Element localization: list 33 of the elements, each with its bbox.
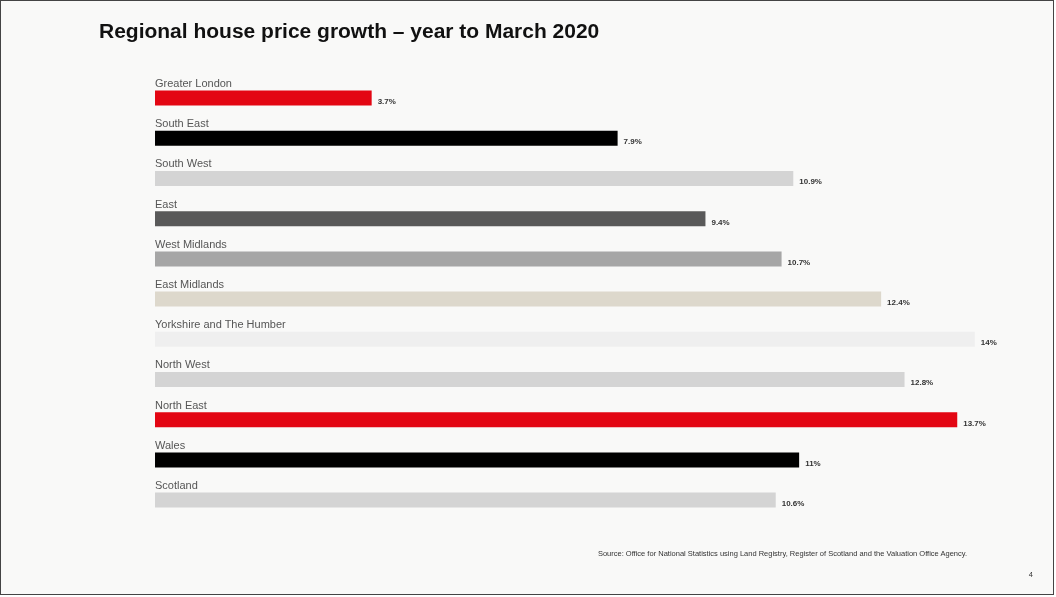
data-label: 14%: [980, 338, 997, 348]
data-label: 12.8%: [910, 378, 934, 388]
data-label: 10.9%: [799, 177, 822, 187]
bar: [155, 452, 800, 468]
data-label: 11%: [805, 458, 821, 468]
bar: [155, 412, 958, 428]
y-tick-label: North West: [155, 358, 210, 371]
y-tick-label: East Midlands: [155, 278, 225, 291]
bar: [155, 130, 618, 146]
y-tick-label: South East: [155, 117, 209, 130]
y-tick-label: East: [155, 197, 177, 210]
bar: [155, 492, 776, 508]
y-tick-label: Yorkshire and The Humber: [155, 318, 287, 331]
data-label: 10.6%: [781, 499, 805, 509]
data-label: 12.4%: [887, 298, 910, 308]
y-tick-label: Greater London: [155, 77, 232, 90]
y-tick-label: South West: [155, 157, 212, 170]
data-label: 3.7%: [377, 97, 396, 107]
bar: [155, 251, 782, 267]
bar: [155, 371, 905, 387]
data-label: 13.7%: [963, 418, 986, 428]
bar: [155, 90, 372, 106]
data-label: 9.4%: [711, 217, 730, 227]
y-tick-label: Scotland: [155, 479, 198, 492]
y-tick-label: Wales: [155, 438, 186, 451]
data-label: 10.7%: [787, 257, 811, 267]
bar: [155, 171, 794, 186]
y-tick-label: North East: [155, 398, 207, 411]
bar: [155, 211, 706, 227]
chart-title: Regional house price growth – year to March 2020: [99, 19, 600, 42]
bar: [155, 291, 882, 307]
y-tick-label: West Midlands: [155, 237, 228, 250]
data-label: 7.9%: [623, 137, 642, 147]
